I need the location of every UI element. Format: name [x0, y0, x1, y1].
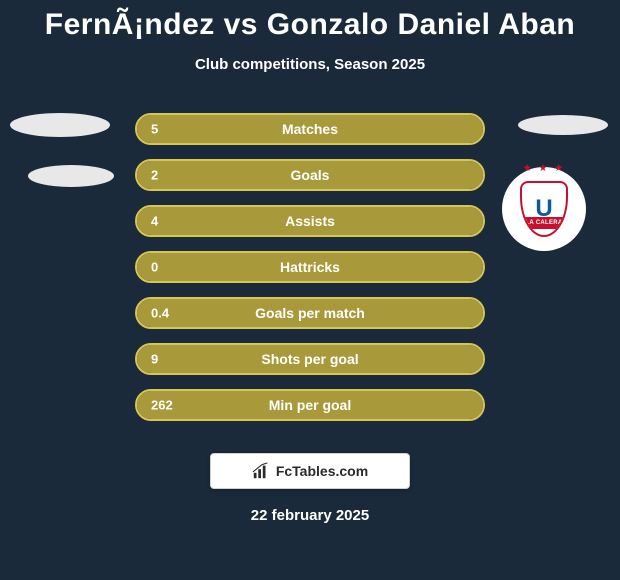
stat-bar: 9 Shots per goal	[135, 343, 485, 375]
logo-shield: U LA CALERA	[520, 181, 568, 237]
stat-label: Goals per match	[255, 305, 365, 321]
stat-value: 262	[151, 398, 173, 413]
stat-bar: 0.4 Goals per match	[135, 297, 485, 329]
fctables-badge[interactable]: FcTables.com	[210, 453, 410, 489]
logo-stars: ★ ★ ★	[523, 163, 565, 174]
stat-bar: 5 Matches	[135, 113, 485, 145]
stat-bar: 4 Assists	[135, 205, 485, 237]
stat-label: Hattricks	[280, 259, 340, 275]
player1-club-placeholder	[28, 165, 114, 187]
stat-bar: 2 Goals	[135, 159, 485, 191]
stat-value: 9	[151, 352, 158, 367]
player2-club-logo: ★ ★ ★ U LA CALERA	[502, 167, 586, 251]
page-title: FernÃ¡ndez vs Gonzalo Daniel Aban	[0, 0, 620, 42]
stat-label: Assists	[285, 213, 335, 229]
stat-value: 2	[151, 168, 158, 183]
player1-photo-placeholder	[10, 113, 110, 137]
stat-value: 0.4	[151, 306, 169, 321]
logo-banner: LA CALERA	[520, 217, 568, 229]
comparison-content: ★ ★ ★ U LA CALERA 5 Matches 2 Goals 4 Assists…	[0, 113, 620, 421]
stat-value: 5	[151, 122, 158, 137]
stat-bars: 5 Matches 2 Goals 4 Assists 0 Hattricks 0.4 Goals…	[135, 113, 485, 421]
stat-value: 0	[151, 260, 158, 275]
chart-icon	[252, 462, 270, 480]
date-label: 22 february 2025	[0, 507, 620, 524]
stat-bar: 0 Hattricks	[135, 251, 485, 283]
subtitle: Club competitions, Season 2025	[0, 56, 620, 73]
player2-photo-placeholder	[518, 115, 608, 135]
stat-label: Goals	[291, 167, 330, 183]
stat-label: Shots per goal	[261, 351, 358, 367]
fctables-label: FcTables.com	[276, 463, 368, 479]
stat-bar: 262 Min per goal	[135, 389, 485, 421]
stat-label: Min per goal	[269, 397, 351, 413]
stat-label: Matches	[282, 121, 338, 137]
stat-value: 4	[151, 214, 158, 229]
